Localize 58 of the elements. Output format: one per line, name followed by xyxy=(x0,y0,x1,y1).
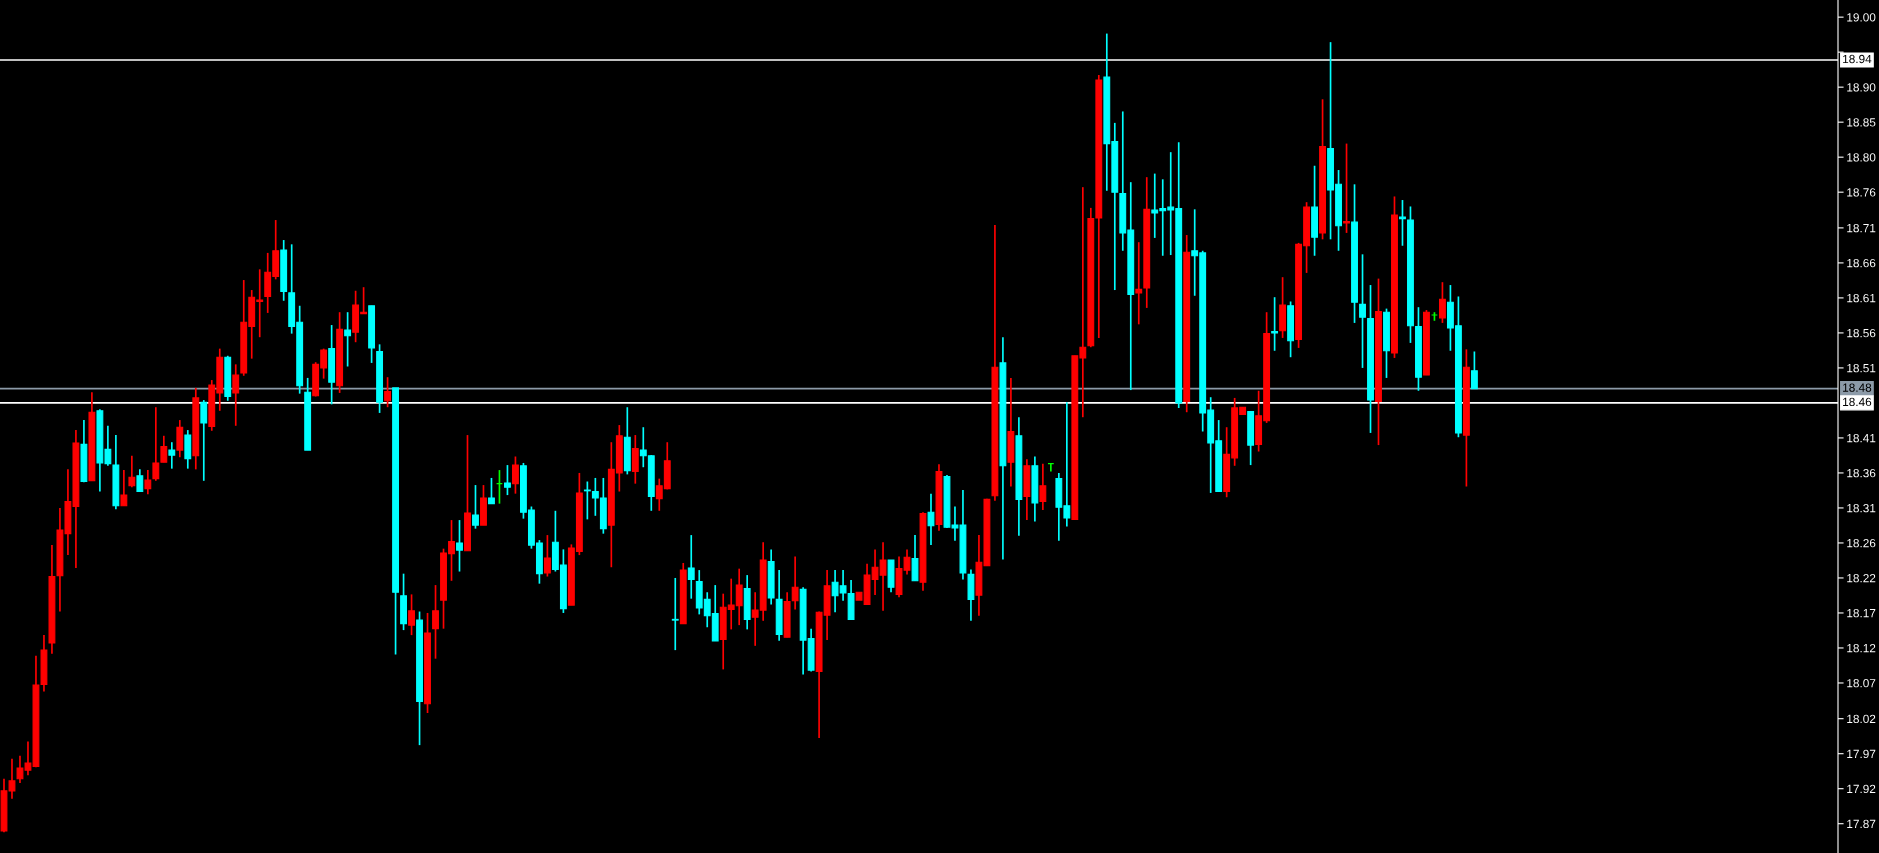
candlestick xyxy=(408,593,415,636)
candlestick xyxy=(1135,241,1143,326)
y-tick-label: 18.71 xyxy=(1847,223,1876,233)
candlestick xyxy=(543,534,551,578)
candlestick xyxy=(1343,142,1350,234)
y-tick-label: 18.17 xyxy=(1847,608,1876,618)
candlestick xyxy=(200,399,208,482)
y-tick-label: 18.76 xyxy=(1847,188,1876,197)
y-tick-label: 18.41 xyxy=(1847,433,1876,443)
candlestick xyxy=(472,484,479,530)
y-tick-label: 18.12 xyxy=(1847,644,1876,653)
y-tick-label: 18.51 xyxy=(1847,363,1876,373)
candlestick xyxy=(911,534,919,582)
candlestick xyxy=(791,555,799,611)
candlestick xyxy=(176,419,184,459)
candlestick xyxy=(504,464,511,496)
candlestick xyxy=(1470,350,1478,390)
candlestick xyxy=(456,519,463,573)
candlestick xyxy=(1271,296,1279,352)
candlestick xyxy=(488,477,495,505)
candlestick xyxy=(128,454,136,489)
y-tick-label: 17.92 xyxy=(1847,784,1876,794)
candlestick xyxy=(384,376,392,409)
ref-line-label: 18.46 xyxy=(1843,397,1872,407)
y-tick-label: 17.87 xyxy=(1847,819,1876,829)
candlestick xyxy=(512,455,519,495)
y-tick-label: 18.61 xyxy=(1847,293,1876,303)
ref-line-label: 18.94 xyxy=(1843,54,1872,64)
candlestick xyxy=(432,584,439,660)
y-tick-label: 19.00 xyxy=(1847,13,1876,22)
y-tick-label: 18.26 xyxy=(1847,538,1876,548)
candlestick xyxy=(1359,253,1366,369)
candlestick xyxy=(168,441,176,470)
candlestick xyxy=(631,434,639,485)
y-tick-label: 17.97 xyxy=(1847,749,1876,759)
candlestick xyxy=(136,468,144,493)
y-tick-label: 18.22 xyxy=(1847,573,1876,583)
y-tick-label: 18.36 xyxy=(1847,468,1876,478)
candlestick xyxy=(1438,281,1446,324)
candlestick xyxy=(144,469,152,496)
y-tick-label: 18.56 xyxy=(1847,328,1876,338)
y-tick-label: 18.02 xyxy=(1847,714,1876,724)
candlestick xyxy=(927,492,935,546)
candlestick xyxy=(344,311,352,368)
y-tick-label: 18.31 xyxy=(1847,503,1876,513)
y-tick-label: 18.07 xyxy=(1847,679,1876,688)
candlestick xyxy=(687,534,695,600)
candlestick xyxy=(583,480,591,521)
y-tick-label: 18.66 xyxy=(1847,258,1876,268)
candlestick xyxy=(120,469,128,507)
ref-line-label: 18.48 xyxy=(1843,383,1872,392)
candlestick xyxy=(232,363,240,427)
candlestick xyxy=(1039,462,1047,511)
y-tick-label: 18.85 xyxy=(1847,118,1876,127)
y-tick-label: 18.80 xyxy=(1847,153,1876,162)
y-tick-label: 18.90 xyxy=(1847,83,1876,92)
candlestick xyxy=(184,429,192,470)
candlestick xyxy=(671,577,679,651)
